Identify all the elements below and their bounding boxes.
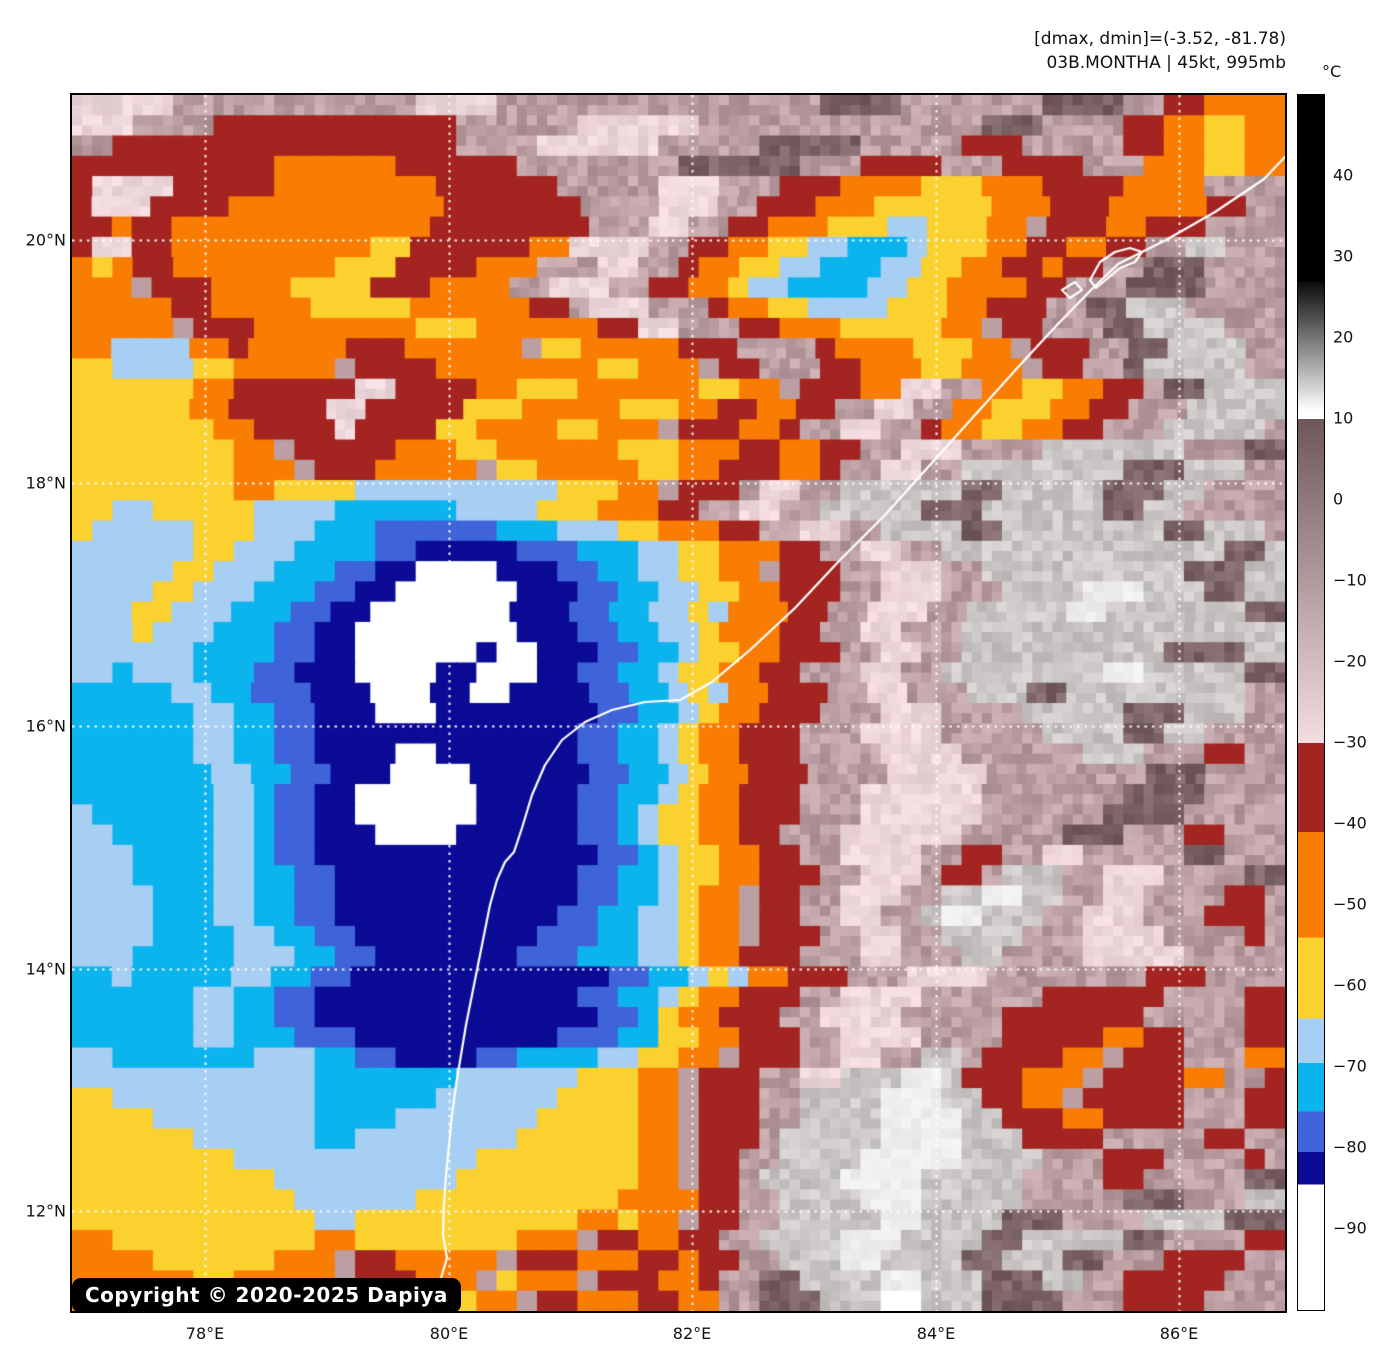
- colorbar-tick-label: −10: [1333, 570, 1367, 590]
- colorbar-tick-label: 10: [1333, 408, 1354, 428]
- y-tick-label: 16°N: [25, 716, 66, 736]
- x-tick-label: 84°E: [916, 1324, 956, 1343]
- annotation-dmax-dmin: [dmax, dmin]=(-3.52, -81.78): [1034, 29, 1286, 49]
- x-tick-label: 78°E: [185, 1324, 225, 1343]
- colorbar-tick-label: −50: [1333, 894, 1367, 914]
- annotation-storm-info: 03B.MONTHA | 45kt, 995mb: [1046, 53, 1286, 73]
- x-tick-label: 80°E: [429, 1324, 469, 1343]
- y-tick-label: 20°N: [25, 230, 66, 250]
- colorbar-unit-label: °C: [1322, 62, 1342, 81]
- colorbar-tick-label: 0: [1333, 489, 1344, 509]
- copyright-badge: Copyright © 2020-2025 Dapiya: [72, 1278, 461, 1313]
- y-tick-label: 18°N: [25, 473, 66, 493]
- colorbar-tick-label: 20: [1333, 327, 1354, 347]
- y-tick-label: 12°N: [25, 1201, 66, 1221]
- colorbar-tick-label: −20: [1333, 651, 1367, 671]
- colorbar-tick-label: 40: [1333, 165, 1354, 185]
- y-tick-label: 14°N: [25, 959, 66, 979]
- colorbar-tick-label: −70: [1333, 1056, 1367, 1076]
- map-frame: [70, 93, 1287, 1313]
- colorbar: [1297, 94, 1325, 1311]
- x-tick-label: 86°E: [1159, 1324, 1199, 1343]
- colorbar-tick-label: −90: [1333, 1218, 1367, 1238]
- satellite-map-canvas: [72, 95, 1285, 1311]
- colorbar-tick-label: 30: [1333, 246, 1354, 266]
- colorbar-tick-label: −40: [1333, 813, 1367, 833]
- annotation-block: [dmax, dmin]=(-3.52, -81.78) 03B.MONTHA …: [1034, 27, 1286, 75]
- colorbar-tick-label: −80: [1333, 1137, 1367, 1157]
- x-tick-label: 82°E: [672, 1324, 712, 1343]
- colorbar-tick-label: −60: [1333, 975, 1367, 995]
- colorbar-tick-label: −30: [1333, 732, 1367, 752]
